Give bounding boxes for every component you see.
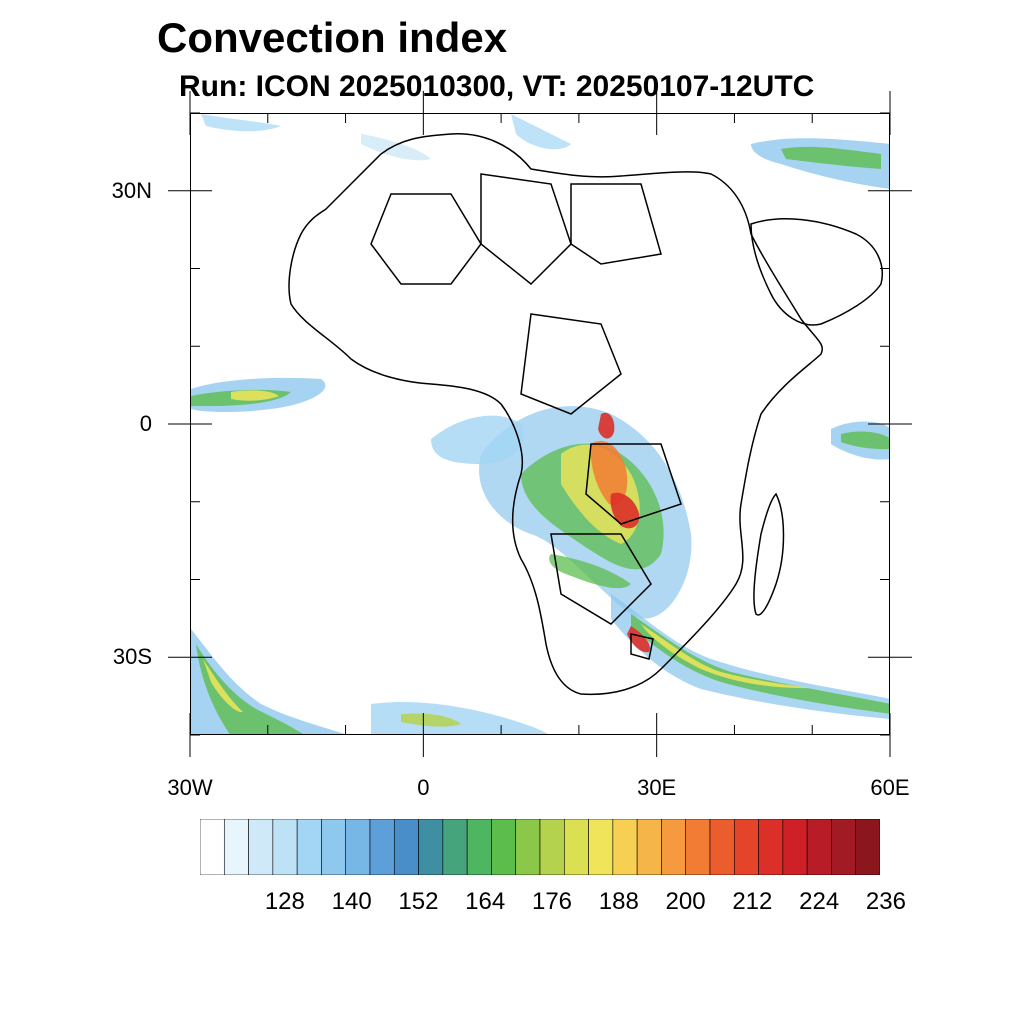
- latitude-label: 0: [139, 411, 152, 436]
- colorbar: [200, 819, 880, 875]
- colorbar-swatch: [612, 819, 638, 875]
- colorbar-label: 200: [665, 888, 706, 915]
- convection-field: [191, 114, 889, 734]
- colorbar-swatch: [345, 819, 371, 875]
- colorbar-swatch: [272, 819, 298, 875]
- colorbar-swatch: [393, 819, 419, 875]
- longitude-label: 0: [417, 775, 430, 800]
- coastlines: [288, 133, 883, 696]
- colorbar-swatch: [515, 819, 541, 875]
- colorbar-swatch: [831, 819, 857, 875]
- colorbar-label: 176: [531, 888, 573, 915]
- chart-subtitle: Run: ICON 2025010300, VT: 20250107-12UTC: [179, 70, 815, 103]
- colorbar-swatch: [685, 819, 711, 875]
- colorbar-label: 224: [799, 888, 840, 915]
- colorbar-swatch: [321, 819, 347, 875]
- colorbar-swatch: [563, 819, 589, 875]
- colorbar-swatch: [733, 819, 759, 875]
- colorbar-swatch: [661, 819, 687, 875]
- colorbar-label: 128: [264, 888, 305, 915]
- colorbar-swatch: [806, 819, 832, 875]
- longitude-label: 60E: [870, 775, 910, 800]
- colorbar-label: 236: [865, 888, 906, 915]
- colorbar-swatch: [296, 819, 322, 875]
- chart-title: Convection index: [157, 14, 508, 61]
- colorbar-label: 212: [732, 888, 773, 915]
- colorbar-swatch: [539, 819, 565, 875]
- map-panel: [190, 113, 890, 735]
- colorbar-label: 140: [331, 888, 372, 915]
- colorbar-labels: 128 140 152 164 176 188 200 212 224 236: [200, 888, 906, 918]
- colorbar-swatch: [588, 819, 614, 875]
- colorbar-swatch: [248, 819, 274, 875]
- colorbar-swatch: [782, 819, 808, 875]
- colorbar-swatch: [442, 819, 468, 875]
- colorbar-swatch: [369, 819, 395, 875]
- colorbar-label: 164: [465, 888, 506, 915]
- map-canvas: [191, 114, 889, 734]
- colorbar-swatch: [855, 819, 880, 875]
- colorbar-swatch: [223, 819, 249, 875]
- colorbar-swatch: [466, 819, 492, 875]
- colorbar-swatch: [491, 819, 517, 875]
- colorbar-swatch: [418, 819, 444, 875]
- colorbar-swatch: [200, 819, 225, 875]
- latitude-label: 30S: [112, 644, 152, 670]
- colorbar-swatch: [636, 819, 662, 875]
- colorbar-swatch: [758, 819, 784, 875]
- colorbar-label: 152: [398, 888, 439, 915]
- colorbar-label: 188: [598, 888, 639, 915]
- colorbar-swatch: [709, 819, 735, 875]
- latitude-label: 30N: [111, 177, 152, 203]
- longitude-label: 30W: [167, 775, 213, 800]
- longitude-label: 30E: [637, 775, 677, 800]
